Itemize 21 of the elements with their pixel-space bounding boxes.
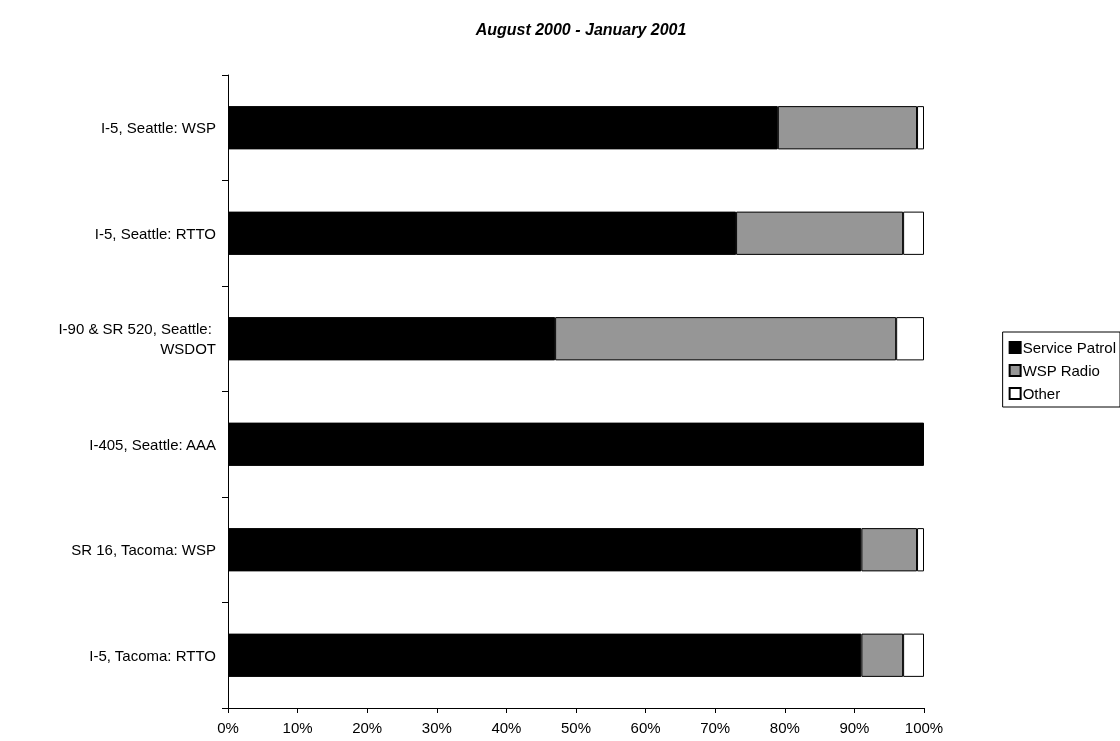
chart-title: August 2000 - January 2001	[474, 20, 687, 38]
y-tick-label: I-5, Seattle: WSP	[100, 119, 216, 137]
x-tick-label: 20%	[352, 719, 383, 736]
y-tick-label: I-405, Seattle: AAA	[89, 435, 216, 453]
x-tick-label: 60%	[630, 719, 661, 736]
y-tick-label: I-5, Tacoma: RTTO	[89, 646, 216, 664]
legend-label: Service Patrol	[1022, 339, 1117, 356]
y-tick-label: I-5, Seattle: RTTO	[94, 224, 216, 242]
legend-label: WSP Radio	[1022, 362, 1100, 379]
y-tick-label: I-90 & SR 520, Seattle: WSDOT	[58, 320, 216, 358]
y-tick-label: SR 16, Tacoma: WSP	[71, 541, 216, 559]
x-tick-label: 30%	[421, 719, 452, 736]
x-tick-label: 90%	[839, 719, 870, 736]
x-tick-label: 70%	[700, 719, 731, 736]
x-tick-label: 0%	[217, 719, 239, 736]
x-tick-label: 10%	[282, 719, 313, 736]
x-tick-label: 80%	[769, 719, 800, 736]
x-tick-label: 100%	[904, 719, 944, 736]
x-tick-label: 50%	[560, 719, 592, 736]
x-tick-label: 40%	[491, 719, 522, 736]
legend-label: Other	[1022, 385, 1061, 402]
